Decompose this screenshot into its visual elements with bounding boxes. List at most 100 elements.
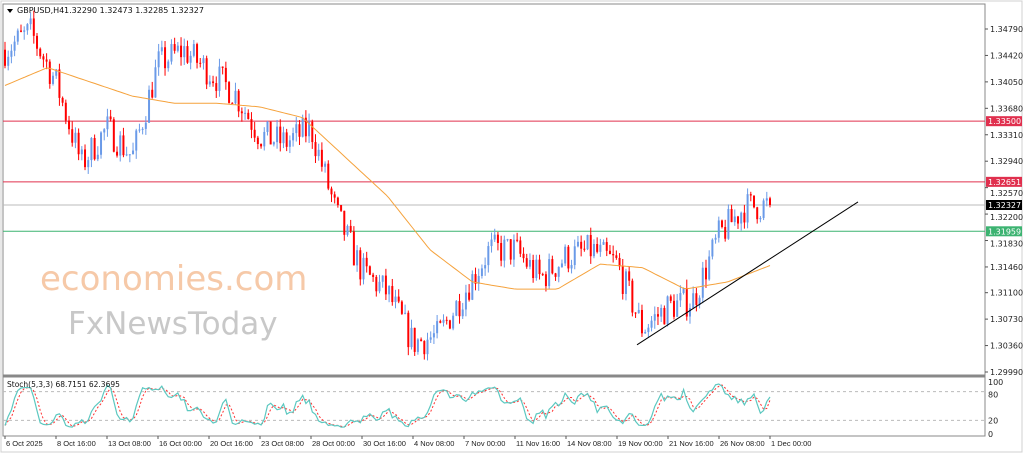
candle bbox=[154, 67, 157, 98]
price-label-resistance: 1.33500 bbox=[988, 117, 1021, 126]
candle bbox=[205, 58, 208, 85]
candle bbox=[135, 130, 138, 151]
candle bbox=[215, 83, 218, 91]
candle bbox=[736, 216, 739, 224]
candle bbox=[58, 69, 61, 98]
candle bbox=[368, 266, 371, 275]
candle bbox=[250, 119, 253, 130]
candle bbox=[586, 235, 589, 250]
candle bbox=[388, 286, 391, 295]
candle bbox=[266, 121, 269, 132]
dropdown-triangle-icon[interactable] bbox=[7, 9, 13, 13]
candle bbox=[596, 243, 599, 252]
candle bbox=[692, 293, 695, 308]
y-tick-label: 1.33680 bbox=[990, 104, 1023, 113]
price-label-box bbox=[986, 200, 1022, 211]
y-tick-label: 1.31830 bbox=[990, 239, 1023, 248]
candle bbox=[237, 90, 240, 112]
candle bbox=[186, 46, 189, 63]
candle bbox=[148, 89, 151, 123]
candle bbox=[183, 46, 186, 58]
candle bbox=[170, 44, 173, 62]
moving-average-line bbox=[4, 67, 771, 290]
candle bbox=[125, 154, 128, 156]
candle bbox=[234, 90, 237, 104]
candle bbox=[631, 280, 634, 313]
plot-frame bbox=[2, 3, 986, 437]
candle bbox=[167, 61, 170, 69]
candle bbox=[138, 129, 141, 131]
candle bbox=[448, 320, 451, 329]
candle bbox=[340, 205, 343, 211]
candle bbox=[295, 124, 298, 134]
candle bbox=[109, 116, 112, 120]
candle bbox=[650, 320, 653, 328]
x-tick-label: 19 Nov 00:00 bbox=[618, 439, 663, 448]
candle bbox=[68, 120, 71, 130]
candle bbox=[32, 18, 35, 36]
candle bbox=[103, 129, 106, 133]
x-tick-label: 7 Nov 00:00 bbox=[465, 439, 505, 448]
candle bbox=[548, 259, 551, 287]
price-label-resistance: 1.32651 bbox=[988, 178, 1021, 187]
candle bbox=[487, 246, 490, 266]
candle bbox=[381, 275, 384, 282]
candle bbox=[333, 194, 336, 198]
candle bbox=[71, 129, 74, 143]
candle bbox=[752, 195, 755, 208]
candle bbox=[602, 242, 605, 245]
candle bbox=[157, 51, 160, 68]
trendline[interactable] bbox=[636, 201, 859, 346]
candle bbox=[282, 132, 285, 144]
candle bbox=[564, 246, 567, 264]
candle bbox=[20, 30, 23, 32]
candle bbox=[141, 128, 144, 130]
candle bbox=[407, 312, 410, 348]
y-tick-label: 1.32570 bbox=[990, 189, 1023, 198]
candle bbox=[557, 267, 560, 277]
y-tick-label: 1.30730 bbox=[990, 315, 1023, 324]
stoch-tick-label: 100 bbox=[988, 378, 1003, 387]
candle bbox=[327, 163, 330, 189]
price-label-support: 1.31959 bbox=[988, 227, 1021, 236]
price-label-box bbox=[986, 226, 1022, 237]
candle bbox=[52, 75, 55, 84]
x-tick-label: 30 Oct 16:00 bbox=[363, 439, 406, 448]
candle bbox=[688, 307, 691, 317]
x-tick-label: 6 Oct 2025 bbox=[6, 439, 43, 448]
candle bbox=[244, 112, 247, 114]
candle bbox=[10, 50, 13, 57]
candle bbox=[599, 244, 602, 252]
stoch-tick-label: 0 bbox=[988, 430, 993, 439]
candle bbox=[269, 121, 272, 145]
candle bbox=[256, 137, 259, 145]
candle bbox=[397, 296, 400, 302]
candle bbox=[503, 239, 506, 261]
y-tick-label: 1.31100 bbox=[990, 289, 1023, 298]
candle bbox=[279, 126, 282, 144]
candle bbox=[516, 239, 519, 241]
x-tick-label: 16 Oct 00:00 bbox=[159, 439, 202, 448]
candle bbox=[567, 246, 570, 269]
candle bbox=[740, 212, 743, 224]
stoch-main-line bbox=[4, 383, 771, 428]
candle bbox=[496, 234, 499, 243]
candle bbox=[61, 97, 64, 103]
candle bbox=[324, 163, 327, 167]
candle bbox=[551, 259, 554, 274]
candle bbox=[48, 61, 51, 84]
stoch-tick-label: 20 bbox=[988, 416, 998, 425]
candle bbox=[410, 327, 413, 348]
y-tick-label: 1.32940 bbox=[990, 157, 1023, 166]
candle bbox=[292, 133, 295, 141]
candle bbox=[682, 288, 685, 294]
candle bbox=[45, 59, 48, 62]
candle bbox=[570, 265, 573, 269]
candle bbox=[461, 309, 464, 317]
candle bbox=[26, 24, 29, 31]
candle bbox=[29, 18, 32, 25]
candle bbox=[84, 149, 87, 168]
candle bbox=[263, 131, 266, 147]
x-tick-label: 1 Dec 00:00 bbox=[771, 439, 811, 448]
